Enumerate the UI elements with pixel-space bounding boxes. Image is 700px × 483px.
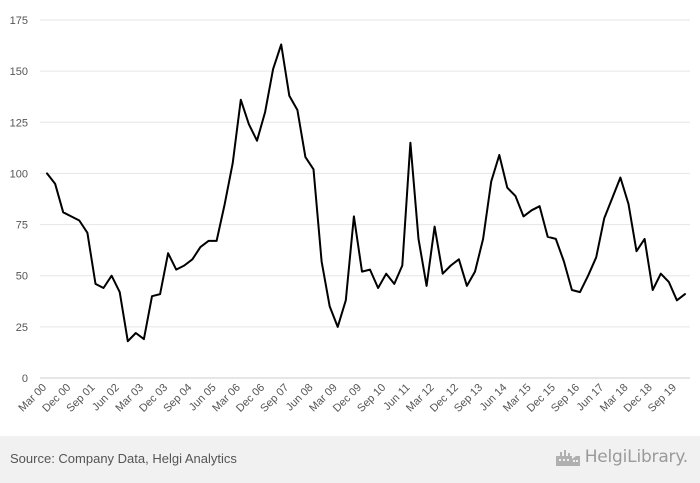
y-tick-label: 125 <box>10 117 28 129</box>
y-tick-label: 150 <box>10 66 28 78</box>
factory-icon <box>555 450 580 466</box>
series-layer <box>46 43 686 343</box>
helgi-library-logo[interactable]: HelgiLibrary. <box>555 447 688 467</box>
footer-bar: Source: Company Data, Helgi Analytics He… <box>0 436 700 483</box>
brand-name: HelgiLibrary. <box>584 447 689 467</box>
y-tick-label: 0 <box>22 373 28 385</box>
y-tick-label: 75 <box>16 220 28 232</box>
y-tick-label: 50 <box>16 271 28 283</box>
y-tick-label: 25 <box>16 322 28 334</box>
y-tick-label: 100 <box>10 168 28 180</box>
series-line <box>46 43 686 343</box>
source-note: Source: Company Data, Helgi Analytics <box>10 451 237 466</box>
grid-lines <box>40 19 690 379</box>
y-axis-tick-labels: 0 25 50 75 100 125 150 175 <box>10 15 28 385</box>
y-tick-label: 175 <box>10 15 28 27</box>
